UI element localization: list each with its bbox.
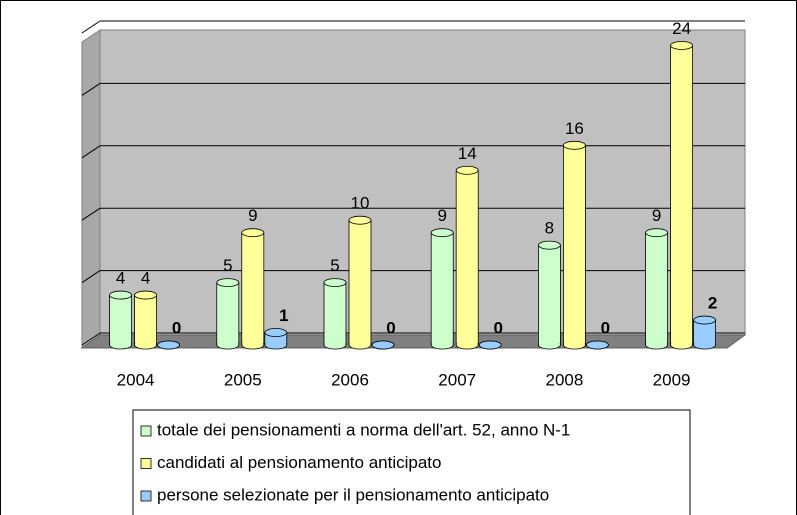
cylinder-top bbox=[109, 290, 132, 300]
data-label: 9 bbox=[248, 206, 257, 225]
cylinder bbox=[563, 140, 586, 350]
cylinder-top bbox=[455, 165, 479, 175]
data-label: 10 bbox=[351, 194, 370, 213]
cylinder-top bbox=[693, 315, 716, 325]
data-label: 0 bbox=[493, 318, 502, 337]
cylinder bbox=[109, 290, 132, 350]
cylinder-top bbox=[241, 228, 265, 238]
grid-line-side bbox=[81, 207, 101, 221]
cylinder-fill bbox=[539, 245, 560, 345]
grid-line-side bbox=[81, 332, 101, 346]
cylinder-fill bbox=[456, 170, 478, 345]
cylinder-top bbox=[586, 340, 609, 350]
cylinder-fill bbox=[135, 295, 156, 345]
data-label: 9 bbox=[652, 206, 661, 225]
grid-line-side bbox=[81, 145, 101, 159]
cylinder bbox=[430, 228, 454, 350]
data-label: 4 bbox=[141, 269, 150, 288]
grid-line-side bbox=[81, 82, 101, 96]
legend-label: candidati al pensionamento anticipato bbox=[157, 453, 441, 472]
cylinder-top bbox=[157, 340, 181, 350]
cylinder bbox=[241, 228, 265, 350]
cylinder-top bbox=[216, 278, 240, 288]
cylinder-top bbox=[538, 240, 561, 250]
cylinder-fill bbox=[671, 45, 692, 345]
cylinder-top bbox=[371, 340, 395, 350]
x-tick-label: 2008 bbox=[545, 370, 583, 389]
cylinder-fill bbox=[242, 232, 264, 345]
cylinder-fill bbox=[110, 295, 131, 345]
x-tick-label: 2007 bbox=[438, 370, 476, 389]
data-label: 8 bbox=[545, 219, 554, 238]
cylinder-fill bbox=[349, 220, 371, 345]
legend-label: totale dei pensionamenti a norma dell'ar… bbox=[157, 420, 570, 439]
legend-label: persone selezionate per il pensionamento… bbox=[157, 485, 549, 504]
legend-swatch bbox=[140, 425, 152, 437]
cylinder-top bbox=[670, 41, 693, 50]
cylinder-fill bbox=[324, 282, 346, 345]
data-label: 4 bbox=[116, 269, 125, 288]
data-label: 0 bbox=[172, 318, 181, 337]
grid-line-side bbox=[81, 270, 101, 284]
cylinder-top bbox=[645, 228, 668, 238]
cylinder bbox=[586, 340, 609, 350]
cylinder-fill bbox=[431, 232, 453, 345]
data-label: 5 bbox=[223, 256, 232, 275]
cylinder bbox=[538, 240, 561, 350]
cylinder-top bbox=[563, 140, 586, 150]
grid-line-side bbox=[81, 20, 101, 34]
cylinder bbox=[157, 340, 181, 350]
legend-swatch bbox=[140, 490, 152, 502]
cylinder-fill bbox=[694, 320, 715, 345]
cylinder bbox=[264, 328, 288, 350]
data-label: 1 bbox=[279, 306, 288, 325]
cylinder bbox=[455, 165, 479, 350]
side-wall bbox=[81, 29, 101, 349]
cylinder bbox=[670, 41, 693, 350]
cylinder bbox=[478, 340, 502, 350]
cylinder-fill bbox=[217, 282, 239, 345]
cylinder bbox=[371, 340, 395, 350]
cylinder-top bbox=[264, 328, 288, 337]
legend bbox=[132, 409, 691, 515]
cylinder bbox=[216, 278, 240, 350]
x-tick-label: 2005 bbox=[224, 370, 262, 389]
x-tick-label: 2009 bbox=[653, 370, 691, 389]
cylinder-top bbox=[134, 290, 158, 300]
data-label: 0 bbox=[386, 318, 395, 337]
data-label: 14 bbox=[458, 144, 477, 163]
data-label: 2 bbox=[708, 294, 717, 313]
cylinder-top bbox=[478, 340, 502, 350]
x-tick-label: 2006 bbox=[331, 370, 369, 389]
cylinder bbox=[348, 215, 372, 350]
data-label: 16 bbox=[565, 119, 584, 138]
cylinder bbox=[693, 315, 716, 350]
cylinder bbox=[645, 228, 668, 350]
data-label: 24 bbox=[672, 19, 691, 38]
cylinder-top bbox=[348, 215, 372, 225]
data-label: 5 bbox=[330, 256, 339, 275]
cylinder-fill bbox=[564, 145, 585, 345]
cylinder bbox=[134, 290, 158, 350]
cylinder-top bbox=[323, 278, 347, 288]
cylinder bbox=[323, 278, 347, 350]
x-tick-label: 2004 bbox=[117, 370, 155, 389]
cylinder-top bbox=[430, 228, 454, 238]
cylinder-fill bbox=[646, 232, 667, 345]
data-label: 0 bbox=[601, 318, 610, 337]
legend-swatch bbox=[140, 458, 152, 469]
data-label: 9 bbox=[437, 206, 446, 225]
